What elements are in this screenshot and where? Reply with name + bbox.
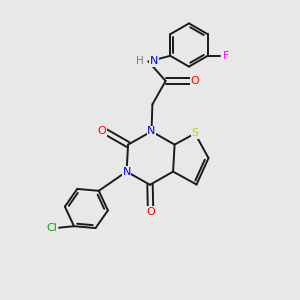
Text: N: N	[122, 167, 131, 177]
Text: S: S	[191, 128, 199, 139]
Text: O: O	[98, 126, 106, 136]
Text: N: N	[147, 126, 156, 136]
Text: N: N	[150, 56, 158, 67]
Text: H: H	[136, 56, 144, 67]
Text: Cl: Cl	[46, 223, 57, 233]
Text: O: O	[190, 76, 200, 86]
Text: F: F	[223, 51, 230, 61]
Text: O: O	[146, 207, 155, 217]
